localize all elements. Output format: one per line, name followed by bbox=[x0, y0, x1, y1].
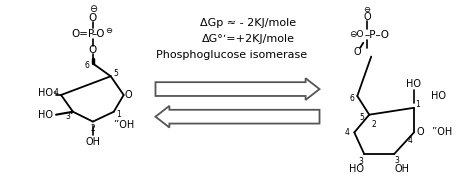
Text: 4: 4 bbox=[408, 136, 412, 145]
Text: 6: 6 bbox=[84, 61, 89, 70]
Text: ’’OH: ’’OH bbox=[431, 127, 452, 137]
Text: O: O bbox=[125, 90, 132, 100]
Text: 3: 3 bbox=[395, 156, 400, 164]
Text: 3: 3 bbox=[65, 112, 71, 121]
Text: HO: HO bbox=[407, 79, 421, 89]
Text: 2: 2 bbox=[91, 124, 95, 133]
Text: ‘‘: ‘‘ bbox=[52, 91, 57, 99]
Text: HO: HO bbox=[38, 88, 53, 98]
Text: Phosphoglucose isomerase: Phosphoglucose isomerase bbox=[156, 50, 308, 60]
Text: HO: HO bbox=[431, 91, 446, 101]
Text: O: O bbox=[89, 13, 97, 23]
Text: O: O bbox=[89, 45, 97, 55]
Text: ⊖O: ⊖O bbox=[349, 30, 364, 39]
Text: 6: 6 bbox=[350, 94, 355, 103]
Text: 5: 5 bbox=[360, 113, 365, 122]
Text: 3: 3 bbox=[359, 157, 364, 167]
Text: HO: HO bbox=[38, 110, 53, 120]
Text: 4: 4 bbox=[54, 88, 58, 97]
Text: O: O bbox=[364, 12, 371, 22]
Text: O=P: O=P bbox=[71, 29, 94, 39]
Text: •: • bbox=[69, 111, 73, 116]
Text: OH: OH bbox=[85, 137, 100, 147]
Text: HO: HO bbox=[349, 164, 365, 174]
Text: ΔGp ≈ - 2KJ/mole: ΔGp ≈ - 2KJ/mole bbox=[200, 18, 296, 28]
Text: 1: 1 bbox=[116, 110, 121, 119]
Text: –O: –O bbox=[92, 29, 105, 39]
Text: ⊖: ⊖ bbox=[364, 5, 371, 14]
Text: ΔG°ʼ=+2KJ/mole: ΔG°ʼ=+2KJ/mole bbox=[201, 34, 294, 44]
Text: ⊖: ⊖ bbox=[89, 4, 97, 14]
Text: O: O bbox=[354, 47, 361, 57]
Text: 2: 2 bbox=[372, 120, 376, 129]
Text: ⊖: ⊖ bbox=[105, 26, 112, 36]
Text: 1: 1 bbox=[416, 100, 420, 109]
Text: –P–O: –P–O bbox=[364, 30, 389, 40]
Text: O: O bbox=[416, 127, 424, 137]
Text: 4: 4 bbox=[345, 128, 350, 137]
Text: ’’OH: ’’OH bbox=[113, 120, 134, 129]
Text: OH: OH bbox=[394, 164, 409, 174]
Text: 5: 5 bbox=[113, 69, 118, 78]
